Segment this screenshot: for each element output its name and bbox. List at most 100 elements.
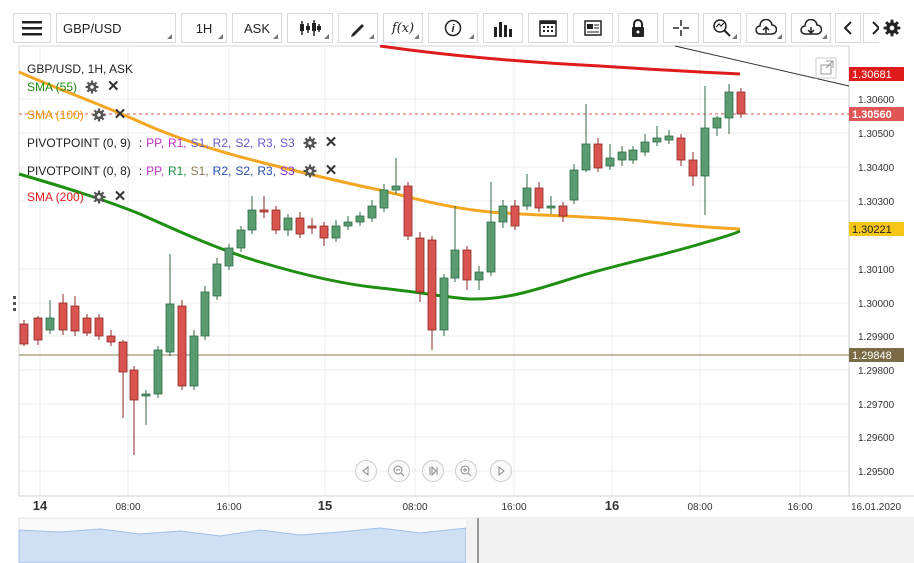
upload-button[interactable] [746,13,786,43]
news-button[interactable] [573,13,613,43]
legend-sma55[interactable]: SMA (55) ✕ [27,78,120,95]
candle [391,158,401,194]
menu-icon [22,21,42,36]
price-tick-label: 1.30600 [858,95,895,106]
gear-icon[interactable] [303,164,317,178]
drag-handle-icon[interactable] [13,296,17,316]
menu-button[interactable] [13,13,51,43]
candle [153,346,163,398]
candle [343,216,353,230]
candle [355,212,365,226]
scroll-left-button[interactable] [355,460,377,482]
time-tick-label: 16.01.2020 [851,502,901,513]
navigator-area[interactable] [18,527,467,563]
close-icon[interactable]: ✕ [324,162,338,179]
pivot-level-r2: R2, [212,136,232,150]
close-icon[interactable]: ✕ [107,78,120,95]
candle [605,144,615,170]
volume-icon [494,22,512,37]
info-button[interactable]: i [428,13,478,43]
legend-pivot-8-label: PIVOTPOINT (0, 8) [27,164,131,178]
price-type-value: ASK [243,20,270,36]
candle [19,320,29,346]
function-icon: f(x) [391,20,415,36]
legend-sma200[interactable]: SMA (200) ✕ [27,188,127,205]
gear-icon[interactable] [303,136,317,150]
trend-line[interactable] [674,45,850,87]
download-button[interactable] [791,13,831,43]
legend-pivot-8[interactable]: PIVOTPOINT (0, 8) : PP, R1, S1, R2, S2, … [27,162,338,179]
candle [307,218,317,234]
popout-icon[interactable] [815,57,837,79]
indicators-button[interactable]: f(x) [383,13,423,43]
time-tick-label: 08:00 [115,502,140,513]
candle [474,266,484,290]
symbol-value: GBP/USD [63,20,122,36]
candle [676,134,686,166]
candle [94,314,104,340]
candle [450,206,460,282]
crosshair-button[interactable] [663,13,699,43]
news-icon [584,20,602,36]
chart-type-button[interactable] [287,13,333,43]
calendar-button[interactable] [528,13,568,43]
candle [640,134,650,156]
zoom-out-button[interactable] [388,460,410,482]
candle [403,182,413,240]
pivot-level-s2: S2, [235,136,254,150]
gear-icon[interactable] [85,80,99,94]
legend-pivot-9[interactable]: PIVOTPOINT (0, 9) : PP, R1, S1, R2, S2, … [27,134,338,151]
candlesticks [19,84,746,455]
legend-sma55-label: SMA (55) [27,80,78,94]
legend-sma100[interactable]: SMA (100) ✕ [27,106,127,123]
candle [700,86,710,215]
lock-button[interactable] [618,13,658,43]
candle [439,274,449,336]
price-tick-label: 1.29700 [858,400,895,411]
svg-text:1.30221: 1.30221 [852,224,892,236]
legend-separator: : [138,136,143,150]
close-icon[interactable]: ✕ [324,134,338,151]
draw-icon [351,24,364,37]
last-price-tag: 1.30560 [849,107,904,121]
candle [177,300,187,390]
gear-icon[interactable] [92,190,106,204]
candle [617,146,627,166]
price-type-select[interactable]: ASK [232,13,282,43]
close-icon[interactable]: ✕ [113,188,127,205]
pivot-level-r1: R1, [167,136,187,150]
legend-pivot-9-label: PIVOTPOINT (0, 9) [27,136,131,150]
candle [200,286,210,340]
candle [486,182,496,276]
candle [141,390,151,425]
volume-button[interactable] [483,13,523,43]
price-tick-label: 1.29800 [858,366,895,377]
settings-button[interactable] [879,13,905,43]
price-tick-label: 1.30500 [858,129,895,140]
candle [331,220,341,242]
candle [498,200,508,228]
symbol-select[interactable]: GBP/USD [56,13,176,43]
reset-zoom-button[interactable] [422,460,444,482]
scroll-right-button[interactable] [490,460,512,482]
pivot-price-tag: 1.29848 [849,348,904,362]
prev-button[interactable] [835,13,861,43]
candle [70,296,80,336]
zoom-button[interactable] [703,13,741,43]
candle [664,130,674,144]
candle [212,258,222,300]
zoom-in-button[interactable] [455,460,477,482]
interval-select[interactable]: 1H [181,13,227,43]
upload-icon [755,19,777,35]
candle [82,314,92,336]
settings-icon [883,19,901,37]
time-tick-label: 15 [318,498,332,513]
chart-header: GBP/USD, 1H, ASK [27,62,134,76]
draw-tools-button[interactable] [338,13,378,43]
pivot-level-pp: PP, [146,164,164,178]
gear-icon[interactable] [92,108,106,122]
close-icon[interactable]: ✕ [113,106,127,123]
pivot-level-s1: S1, [190,164,209,178]
